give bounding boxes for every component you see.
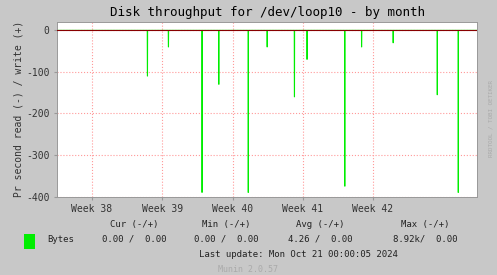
Text: Avg (-/+): Avg (-/+) [296, 220, 345, 229]
Text: 8.92k/  0.00: 8.92k/ 0.00 [393, 235, 457, 244]
Text: Munin 2.0.57: Munin 2.0.57 [219, 265, 278, 274]
Text: Cur (-/+): Cur (-/+) [110, 220, 159, 229]
Y-axis label: Pr second read (-) / write (+): Pr second read (-) / write (+) [13, 21, 23, 197]
Text: Max (-/+): Max (-/+) [401, 220, 449, 229]
Text: RRDTOOL / TOBI OETIKER: RRDTOOL / TOBI OETIKER [489, 80, 494, 157]
Text: 0.00 /  0.00: 0.00 / 0.00 [194, 235, 258, 244]
Title: Disk throughput for /dev/loop10 - by month: Disk throughput for /dev/loop10 - by mon… [110, 6, 424, 20]
Text: Min (-/+): Min (-/+) [202, 220, 250, 229]
Text: 0.00 /  0.00: 0.00 / 0.00 [102, 235, 166, 244]
Text: Bytes: Bytes [47, 235, 74, 244]
Text: Last update: Mon Oct 21 00:00:05 2024: Last update: Mon Oct 21 00:00:05 2024 [199, 250, 398, 259]
Text: 4.26 /  0.00: 4.26 / 0.00 [288, 235, 353, 244]
